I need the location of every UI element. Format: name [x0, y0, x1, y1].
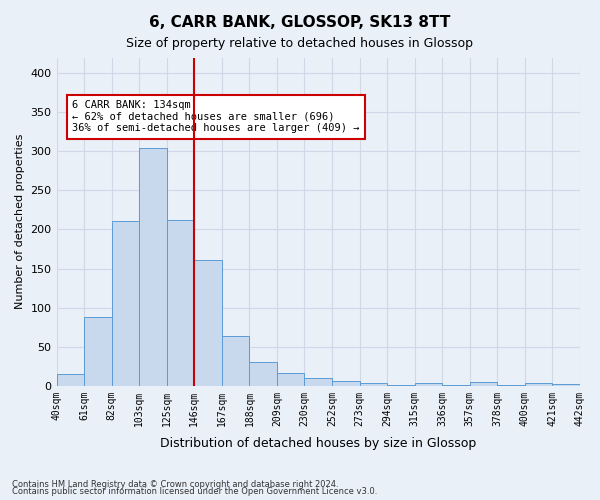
Bar — [304, 378, 332, 386]
Bar — [167, 220, 194, 386]
Bar — [525, 384, 553, 386]
Text: Size of property relative to detached houses in Glossop: Size of property relative to detached ho… — [127, 38, 473, 51]
Text: 6 CARR BANK: 134sqm
← 62% of detached houses are smaller (696)
36% of semi-detac: 6 CARR BANK: 134sqm ← 62% of detached ho… — [72, 100, 360, 134]
Bar — [387, 385, 415, 386]
X-axis label: Distribution of detached houses by size in Glossop: Distribution of detached houses by size … — [160, 437, 476, 450]
Text: Contains HM Land Registry data © Crown copyright and database right 2024.: Contains HM Land Registry data © Crown c… — [12, 480, 338, 489]
Bar — [442, 385, 470, 386]
Bar — [497, 385, 525, 386]
Bar — [415, 384, 442, 386]
Bar — [470, 382, 497, 386]
Bar — [194, 260, 222, 386]
Y-axis label: Number of detached properties: Number of detached properties — [15, 134, 25, 310]
Bar — [56, 374, 84, 386]
Bar — [359, 382, 387, 386]
Bar — [222, 336, 250, 386]
Bar — [332, 381, 359, 386]
Bar — [553, 384, 580, 386]
Text: 6, CARR BANK, GLOSSOP, SK13 8TT: 6, CARR BANK, GLOSSOP, SK13 8TT — [149, 15, 451, 30]
Bar — [112, 221, 139, 386]
Text: Contains public sector information licensed under the Open Government Licence v3: Contains public sector information licen… — [12, 487, 377, 496]
Bar — [139, 148, 167, 386]
Bar — [277, 374, 304, 386]
Bar — [84, 317, 112, 386]
Bar — [250, 362, 277, 386]
